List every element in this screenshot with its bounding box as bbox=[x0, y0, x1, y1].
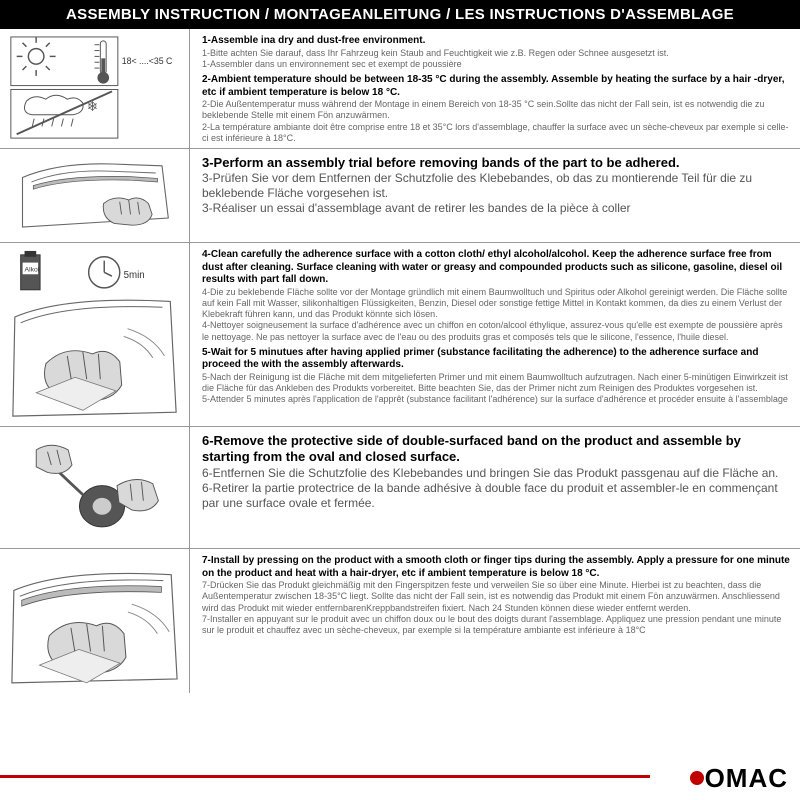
instruction-text: 7-Install by pressing on the product wit… bbox=[190, 549, 800, 693]
step-lead: 6-Remove the protective side of double-s… bbox=[202, 433, 790, 466]
footer-redline bbox=[0, 775, 650, 778]
step-sub: 4-Nettoyer soigneusement la surface d'ad… bbox=[202, 320, 790, 343]
step-sub: 6-Retirer la partie protectrice de la ba… bbox=[202, 481, 790, 511]
step-block: 4-Clean carefully the adherence surface … bbox=[202, 249, 790, 343]
step-sub: 4-Die zu beklebende Fläche sollte vor de… bbox=[202, 287, 790, 321]
instruction-text: 4-Clean carefully the adherence surface … bbox=[190, 243, 800, 426]
step-block: 3-Perform an assembly trial before remov… bbox=[202, 155, 790, 216]
step-block: 7-Install by pressing on the product wit… bbox=[202, 555, 790, 636]
step-sub: 2-La température ambiante doit être comp… bbox=[202, 122, 790, 145]
instruction-rows: 18< ....<35 C ❄ 1-Assemble ina dry and d… bbox=[0, 29, 800, 693]
step-sub: 7-Drücken Sie das Produkt gleichmäßig mi… bbox=[202, 580, 790, 614]
step-sub: 1-Bitte achten Sie darauf, dass Ihr Fahr… bbox=[202, 48, 790, 59]
step-lead: 2-Ambient temperature should be between … bbox=[202, 74, 790, 99]
clean-wait-icon: Alkol 5min bbox=[6, 249, 183, 420]
footer: OMAC bbox=[0, 760, 800, 796]
instruction-row: 18< ....<35 C ❄ 1-Assemble ina dry and d… bbox=[0, 29, 800, 149]
instruction-row: 7-Install by pressing on the product wit… bbox=[0, 549, 800, 693]
step-sub: 7-Installer en appuyant sur le produit a… bbox=[202, 614, 790, 637]
step-lead: 5-Wait for 5 minutues after having appli… bbox=[202, 347, 790, 372]
illustration-cell bbox=[0, 549, 190, 693]
step-block: 5-Wait for 5 minutues after having appli… bbox=[202, 347, 790, 406]
step-sub: 3-Prüfen Sie vor dem Entfernen der Schut… bbox=[202, 171, 790, 201]
instruction-text: 6-Remove the protective side of double-s… bbox=[190, 427, 800, 548]
instruction-row: Alkol 5min 4-Cle bbox=[0, 243, 800, 427]
header-title: ASSEMBLY INSTRUCTION / MONTAGEANLEITUNG … bbox=[0, 0, 800, 29]
sun-thermometer-icon: 18< ....<35 C ❄ bbox=[6, 35, 183, 142]
step-block: 2-Ambient temperature should be between … bbox=[202, 74, 790, 144]
instruction-text: 3-Perform an assembly trial before remov… bbox=[190, 149, 800, 242]
illustration-cell bbox=[0, 149, 190, 242]
peel-tape-icon bbox=[6, 433, 183, 542]
instruction-text: 1-Assemble ina dry and dust-free environ… bbox=[190, 29, 800, 148]
step-lead: 4-Clean carefully the adherence surface … bbox=[202, 249, 790, 287]
step-sub: 2-Die Außentemperatur muss während der M… bbox=[202, 99, 790, 122]
instruction-row: 6-Remove the protective side of double-s… bbox=[0, 427, 800, 549]
step-block: 1-Assemble ina dry and dust-free environ… bbox=[202, 35, 790, 70]
step-lead: 3-Perform an assembly trial before remov… bbox=[202, 155, 790, 171]
step-lead: 1-Assemble ina dry and dust-free environ… bbox=[202, 35, 790, 48]
step-sub: 5-Nach der Reinigung ist die Fläche mit … bbox=[202, 372, 790, 395]
alcohol-label-svg: Alkol bbox=[25, 266, 40, 273]
step-lead: 7-Install by pressing on the product wit… bbox=[202, 555, 790, 580]
instruction-row: 3-Perform an assembly trial before remov… bbox=[0, 149, 800, 243]
illustration-cell bbox=[0, 427, 190, 548]
step-block: 6-Remove the protective side of double-s… bbox=[202, 433, 790, 511]
trial-fit-icon bbox=[6, 155, 183, 236]
wait-label-svg: 5min bbox=[124, 270, 145, 281]
press-install-icon bbox=[6, 557, 183, 685]
step-sub: 1-Assembler dans un environnement sec et… bbox=[202, 59, 790, 70]
step-sub: 6-Entfernen Sie die Schutzfolie des Kleb… bbox=[202, 466, 790, 481]
step-sub: 5-Attender 5 minutes après l'application… bbox=[202, 394, 790, 405]
step-sub: 3-Réaliser un essai d'assemblage avant d… bbox=[202, 201, 790, 216]
brand-logo: OMAC bbox=[689, 763, 788, 794]
illustration-cell: 18< ....<35 C ❄ bbox=[0, 29, 190, 148]
illustration-cell: Alkol 5min bbox=[0, 243, 190, 426]
temp-label-svg: 18< ....<35 C bbox=[122, 56, 173, 66]
